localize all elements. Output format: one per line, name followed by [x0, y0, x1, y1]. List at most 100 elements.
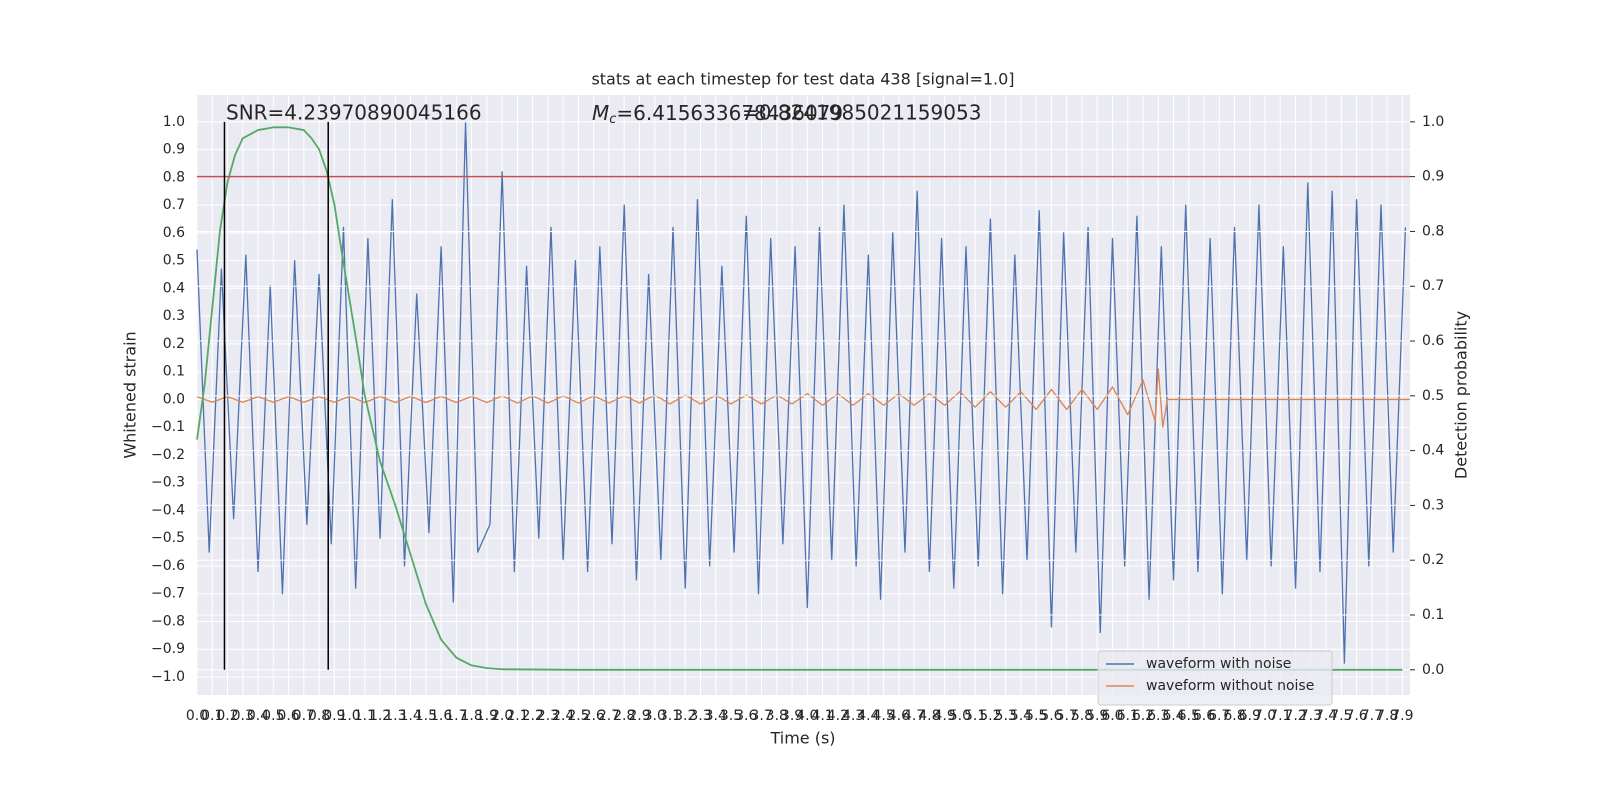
x-tick-label: 7.3 — [1300, 708, 1322, 724]
annotation-part: c — [609, 112, 616, 127]
x-tick-label: 6.1 — [1117, 708, 1139, 724]
x-tick-label: 5.8 — [1071, 708, 1093, 724]
x-tick-label: 0.8 — [308, 708, 330, 724]
x-tick-label: 3.2 — [674, 708, 696, 724]
y-tick-label: −0.3 — [151, 475, 185, 491]
overlay-layer — [196, 121, 1410, 671]
chart-title: stats at each timestep for test data 438… — [591, 70, 1014, 89]
legend-box — [1097, 650, 1333, 706]
y2-tick-label: 0.5 — [1422, 388, 1444, 404]
x-tick-label: 3.4 — [705, 708, 727, 724]
y-tick-label: 0.1 — [163, 364, 185, 380]
x-tick-label: 4.9 — [934, 708, 956, 724]
y2-tick-label: 0.2 — [1422, 552, 1444, 568]
y-tick-label: −0.2 — [151, 447, 185, 463]
y-tick-label: 0.8 — [163, 169, 185, 185]
y-tick-label: −0.1 — [151, 419, 185, 435]
x-tick-label: 0.9 — [323, 708, 345, 724]
y-tick-label: −1.0 — [151, 669, 185, 685]
x-tick-label: 5.6 — [1040, 708, 1062, 724]
x-tick-label: 0.3 — [232, 708, 254, 724]
x-tick-label: 4.8 — [918, 708, 940, 724]
series-line — [196, 126, 1403, 671]
x-tick-label: 5.7 — [1056, 708, 1078, 724]
y2-tick-label: 1.0 — [1422, 114, 1444, 130]
y-tick-label: 0.6 — [163, 225, 185, 241]
x-tick-label: 7.8 — [1376, 708, 1398, 724]
x-tick-label: 0.1 — [201, 708, 223, 724]
x-tick-label: 7.7 — [1361, 708, 1383, 724]
y-tick-label: −0.5 — [151, 530, 185, 546]
y2-tick-label: 0.0 — [1422, 662, 1444, 678]
x-tick-label: 7.1 — [1269, 708, 1291, 724]
y-tick-label: −0.7 — [151, 586, 185, 602]
x-tick-label: 5.3 — [995, 708, 1017, 724]
y-tick-label: −0.9 — [151, 641, 185, 657]
series-line — [196, 368, 1410, 428]
y2-tick-label: 0.7 — [1422, 278, 1444, 294]
plot-background — [197, 95, 1410, 695]
x-tick-label: 2.4 — [552, 708, 574, 724]
x-tick-label: 3.0 — [644, 708, 666, 724]
x-axis-label: Time (s) — [769, 729, 835, 748]
y-tick-label: 0.4 — [163, 280, 185, 296]
legend-label: waveform without noise — [1146, 678, 1314, 694]
x-tick-label: 2.8 — [613, 708, 635, 724]
x-tick-label: 2.6 — [583, 708, 605, 724]
x-tick-label: 1.6 — [430, 708, 452, 724]
mark-layer — [196, 121, 1410, 664]
x-tick-label: 3.3 — [689, 708, 711, 724]
x-tick-label: 7.9 — [1391, 708, 1413, 724]
y-tick-label: 0.9 — [163, 142, 185, 158]
legend-label: waveform with noise — [1146, 656, 1291, 672]
x-tick-label: 2.9 — [628, 708, 650, 724]
x-tick-label: 1.9 — [476, 708, 498, 724]
x-tick-label: 2.7 — [598, 708, 620, 724]
x-tick-label: 5.4 — [1010, 708, 1032, 724]
x-tick-label: 6.8 — [1223, 708, 1245, 724]
x-tick-label: 5.1 — [964, 708, 986, 724]
x-tick-label: 7.0 — [1254, 708, 1276, 724]
x-tick-label: 6.0 — [1101, 708, 1123, 724]
y2-tick-label: 0.3 — [1422, 497, 1444, 513]
x-tick-label: 3.9 — [781, 708, 803, 724]
x-tick-label: 1.0 — [338, 708, 360, 724]
x-tick-label: 1.2 — [369, 708, 391, 724]
annotation: =0.8241985021159053 — [742, 101, 981, 125]
y2-tick-label: 0.6 — [1422, 333, 1444, 349]
x-tick-label: 5.9 — [1086, 708, 1108, 724]
x-tick-label: 6.5 — [1178, 708, 1200, 724]
y-tick-label: 0.0 — [163, 391, 185, 407]
y-tick-label: −0.8 — [151, 613, 185, 629]
y-tick-label: 0.7 — [163, 197, 185, 213]
x-tick-label: 2.1 — [506, 708, 528, 724]
x-tick-label: 4.4 — [857, 708, 879, 724]
x-tick-label: 5.5 — [1025, 708, 1047, 724]
x-tick-label: 2.2 — [522, 708, 544, 724]
x-tick-label: 7.2 — [1284, 708, 1306, 724]
x-tick-label: 1.5 — [415, 708, 437, 724]
x-tick-label: 3.1 — [659, 708, 681, 724]
x-tick-label: 1.4 — [399, 708, 421, 724]
x-tick-label: 6.6 — [1193, 708, 1215, 724]
x-tick-label: 3.6 — [735, 708, 757, 724]
x-tick-label: 3.7 — [750, 708, 772, 724]
x-tick-label: 0.2 — [216, 708, 238, 724]
x-tick-label: 0.5 — [262, 708, 284, 724]
x-tick-label: 1.8 — [461, 708, 483, 724]
x-tick-label: 4.6 — [888, 708, 910, 724]
x-tick-label: 5.0 — [949, 708, 971, 724]
x-tick-label: 7.6 — [1345, 708, 1367, 724]
x-tick-label: 7.4 — [1315, 708, 1337, 724]
x-tick-label: 0.4 — [247, 708, 269, 724]
series-line — [196, 121, 1407, 664]
y2-tick-label: 0.9 — [1422, 169, 1444, 185]
y2-tick-label: 0.4 — [1422, 443, 1444, 459]
annotation-part: =6.415633678436079 — [616, 101, 843, 125]
x-tick-label: 0.0 — [186, 708, 208, 724]
y-tick-label: 1.0 — [163, 114, 185, 130]
x-tick-label: 6.9 — [1239, 708, 1261, 724]
x-tick-label: 4.2 — [827, 708, 849, 724]
